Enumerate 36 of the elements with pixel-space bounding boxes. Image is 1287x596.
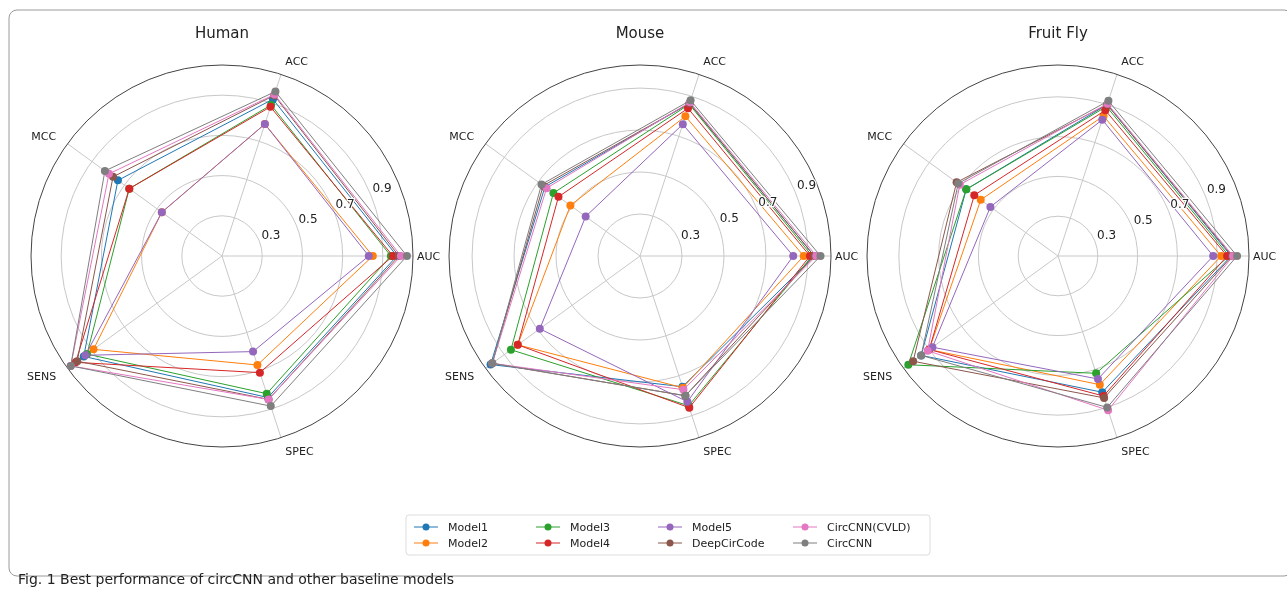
chart-title: Mouse [615,24,665,42]
y-tick-label: 0.3 [1097,228,1117,243]
spoke-label: AUC [1253,250,1277,263]
y-tick-label: 0.3 [681,227,701,242]
legend-label: Model1 [448,521,489,534]
legend-label: Model5 [692,521,733,534]
y-tick-label: 0.5 [1133,212,1153,227]
legend-label: Model4 [570,537,611,550]
legend-label: DeepCirCode [692,537,765,550]
y-tick-label: 0.9 [1206,181,1227,196]
legend-label: CircCNN(CVLD) [827,521,911,534]
y-tick-label: 0.9 [796,178,817,193]
y-tick-label: 0.5 [719,211,739,226]
spoke-label: ACC [285,55,309,69]
spoke-label: MCC [31,129,57,143]
spoke-label: SPEC [703,444,732,458]
spoke-label: ACC [1121,55,1145,69]
caption: Fig. 1 Best performance of circCNN and other baseline models [18,571,454,587]
spoke-label: AUC [417,250,441,263]
y-tick-label: 0.9 [372,181,392,196]
chart-title: Fruit Fly [1028,24,1088,42]
spoke-label: SPEC [285,444,314,458]
spoke-label: AUC [835,250,859,263]
legend-label: Model3 [570,521,611,534]
y-tick-label: 0.3 [261,228,281,243]
chart-title: Human [194,24,250,42]
legend-label: Model2 [448,537,489,550]
spoke-label: SPEC [1121,444,1150,458]
spoke-label: MCC [867,129,893,143]
spoke-label: SENS [27,370,57,384]
spoke-label: SENS [445,370,475,384]
legend-label: CircCNN [827,537,873,550]
y-tick-label: 0.5 [298,212,318,227]
spoke-label: SENS [863,370,893,384]
spoke-label: ACC [703,55,727,69]
spoke-label: MCC [449,129,475,143]
